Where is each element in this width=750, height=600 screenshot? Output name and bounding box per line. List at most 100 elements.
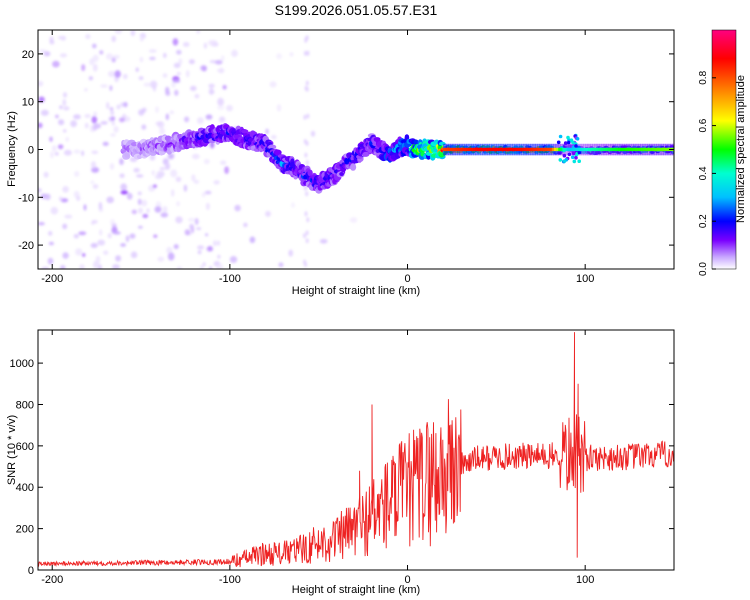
trace-blob [574,144,578,148]
noise-blob [197,250,202,255]
spectrogram-noise [38,30,358,269]
noise-blob [109,107,114,111]
noise-blob [165,162,171,170]
noise-blob [276,104,282,112]
trace-blob [362,151,370,157]
noise-blob [82,253,86,257]
colorbar-gradient [711,29,737,270]
noise-blob [119,173,125,178]
noise-blob [265,128,269,135]
noise-blob [217,105,225,110]
trace-core [564,147,568,152]
noise-blob [138,225,143,229]
colorbar-tick-label: 0.8 [698,70,709,84]
trace-core [449,147,452,152]
trace-core [611,147,615,152]
noise-blob [151,170,155,176]
trace-core [658,147,661,152]
noise-blob [171,81,176,88]
noise-blob [173,244,179,250]
noise-blob [81,150,85,157]
noise-blob [153,234,158,238]
noise-blob [303,50,307,56]
noise-blob [49,36,54,44]
noise-blob [189,223,194,230]
y-tick-label: 1000 [10,358,34,370]
trace-core [613,147,617,152]
noise-blob [39,49,46,53]
trace-core [445,147,448,152]
noise-blob [165,113,169,121]
noise-blob [105,53,113,60]
noise-blob [48,241,55,246]
noise-blob [214,60,223,65]
noise-blob [102,141,109,146]
noise-blob [50,151,54,159]
spectrogram-heatmap [38,30,674,269]
noise-blob [130,251,138,259]
noise-blob [119,158,124,166]
trace-core [585,147,589,152]
snr-series [38,332,674,568]
noise-blob [40,109,49,116]
noise-blob [85,34,91,40]
spectrogram-x-axis-label: Height of straight line (km) [292,285,420,297]
trace-core [647,147,651,152]
trace-core [626,147,629,152]
trace-blob [558,134,563,139]
noise-blob [194,94,200,99]
trace-core [607,147,610,152]
trace-core [458,147,461,152]
noise-blob [306,113,310,119]
noise-blob [196,227,202,231]
trace-core [490,147,493,152]
noise-blob [40,193,48,200]
noise-blob [201,65,207,72]
trace-core [639,147,642,152]
snr-y-axis-label: SNR (10 * v/v) [6,415,18,485]
noise-blob [59,53,68,58]
trace-core [590,147,593,152]
trace-core [617,147,621,152]
trace-core [656,147,659,152]
trace-core [588,147,591,152]
noise-blob [73,114,81,120]
noise-blob [100,84,108,88]
trace-core [598,147,602,152]
noise-blob [92,43,97,49]
noise-blob [162,206,168,214]
noise-blob [305,191,309,197]
noise-blob [305,160,309,165]
noise-blob [209,60,217,64]
colorbar-tick-label: 0.2 [698,214,709,228]
trace-blob [413,139,419,145]
noise-blob [38,188,42,193]
noise-blob [276,53,282,60]
trace-core [558,147,561,152]
noise-blob [172,79,181,83]
trace-core [664,147,668,152]
noise-blob [169,110,174,115]
noise-blob [49,136,53,142]
trace-core [479,147,482,152]
noise-blob [249,236,256,244]
noise-blob [154,174,163,180]
noise-blob [222,85,227,90]
noise-blob [47,257,54,265]
noise-blob [73,190,80,198]
noise-blob [148,49,157,53]
noise-blob [92,124,98,131]
noise-blob [52,60,60,68]
noise-blob [57,144,64,150]
trace-core [628,147,632,152]
noise-blob [84,122,89,129]
noise-blob [159,166,166,171]
noise-blob [141,124,147,130]
trace-core [602,147,606,152]
noise-blob [171,189,175,197]
noise-blob [81,64,86,72]
colorbar-tick-label: 0.0 [698,262,709,276]
noise-blob [100,121,108,125]
trace-core [553,147,557,152]
